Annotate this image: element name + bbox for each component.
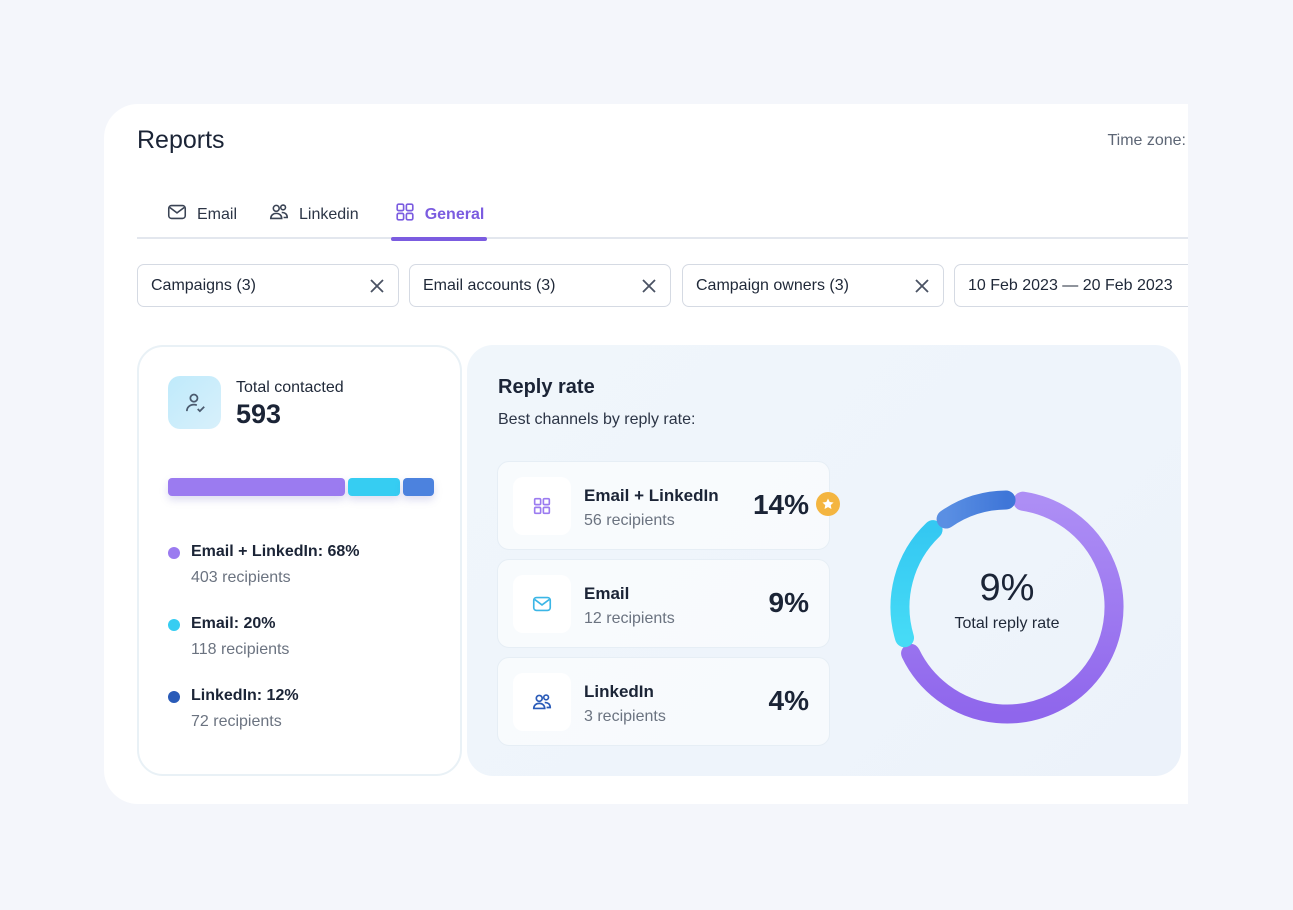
legend-sub: 72 recipients	[191, 713, 282, 730]
channel-linkedin[interactable]: LinkedIn 3 recipients 4%	[497, 657, 830, 746]
tab-general-label: General	[424, 205, 485, 223]
legend-title: LinkedIn: 12%	[191, 687, 299, 704]
campaigns-filter[interactable]: Campaigns (3)	[137, 264, 399, 307]
timezone-label[interactable]: Time zone:	[1107, 132, 1186, 149]
date-range-filter[interactable]: 10 Feb 2023 — 20 Feb 2023	[954, 264, 1188, 307]
tab-linkedin-label: Linkedin	[299, 205, 359, 223]
legend-dot	[168, 619, 180, 631]
legend-title: Email: 20%	[191, 615, 276, 632]
campaigns-filter-label: Campaigns (3)	[151, 276, 256, 294]
legend-dot	[168, 691, 180, 703]
channel-name: Email	[584, 584, 630, 603]
close-icon[interactable]	[369, 278, 385, 294]
distribution-segment	[402, 478, 434, 496]
distribution-segment	[168, 478, 345, 496]
channel-recipients: 12 recipients	[584, 610, 675, 627]
close-icon[interactable]	[914, 278, 930, 294]
grid-icon	[394, 201, 416, 228]
distribution-segment	[347, 478, 400, 496]
total-contacted-card: Total contacted 593 Email + LinkedIn: 68…	[137, 345, 462, 776]
user-check-icon	[168, 376, 221, 429]
users-icon	[268, 201, 290, 228]
star-icon	[816, 492, 840, 516]
reports-card: Reports Time zone: Email Linkedin Genera…	[104, 104, 1188, 804]
distribution-bar	[168, 478, 434, 496]
tab-email-label: Email	[197, 205, 238, 223]
total-contacted-label: Total contacted	[236, 379, 344, 396]
date-range-label: 10 Feb 2023 — 20 Feb 2023	[968, 276, 1173, 294]
email-accounts-filter-label: Email accounts (3)	[423, 276, 556, 294]
total-reply-rate-value: 9%	[979, 567, 1035, 609]
tab-general[interactable]: General	[391, 190, 487, 241]
channel-email-linkedin[interactable]: Email + LinkedIn 56 recipients 14%	[497, 461, 830, 550]
email-accounts-filter[interactable]: Email accounts (3)	[409, 264, 671, 307]
reply-rate-donut	[890, 490, 1124, 724]
legend-sub: 118 recipients	[191, 641, 290, 658]
filter-bar: Campaigns (3) Email accounts (3) Campaig…	[137, 264, 1188, 308]
channel-recipients: 3 recipients	[584, 708, 666, 725]
close-icon[interactable]	[641, 278, 657, 294]
channel-name: LinkedIn	[584, 682, 654, 701]
mail-icon	[166, 201, 188, 228]
legend-title: Email + LinkedIn: 68%	[191, 543, 360, 560]
channel-rate: 14%	[752, 489, 809, 520]
tab-bar: Email Linkedin General	[137, 190, 1188, 241]
grid-icon	[513, 477, 571, 535]
mail-icon	[513, 575, 571, 633]
donut-segment	[890, 520, 943, 648]
campaign-owners-filter[interactable]: Campaign owners (3)	[682, 264, 944, 307]
tab-email[interactable]: Email	[166, 190, 237, 239]
donut-segment	[901, 491, 1124, 724]
channel-recipients: 56 recipients	[584, 512, 675, 529]
channel-name: Email + LinkedIn	[584, 486, 719, 505]
tab-linkedin[interactable]: Linkedin	[268, 190, 359, 239]
total-reply-rate-label: Total reply rate	[954, 615, 1060, 632]
page-title: Reports	[137, 126, 225, 154]
users-icon	[513, 673, 571, 731]
legend-dot	[168, 547, 180, 559]
channel-email[interactable]: Email 12 recipients 9%	[497, 559, 830, 648]
donut-segment	[936, 490, 1016, 529]
channel-rate: 4%	[768, 685, 809, 716]
reply-rate-card: Reply rate Best channels by reply rate: …	[467, 345, 1181, 776]
legend-sub: 403 recipients	[191, 569, 291, 586]
channel-rate: 9%	[768, 587, 809, 618]
reply-rate-title: Reply rate	[498, 376, 595, 398]
campaign-owners-filter-label: Campaign owners (3)	[696, 276, 849, 294]
reply-rate-subtitle: Best channels by reply rate:	[498, 411, 696, 428]
total-contacted-value: 593	[236, 399, 282, 429]
